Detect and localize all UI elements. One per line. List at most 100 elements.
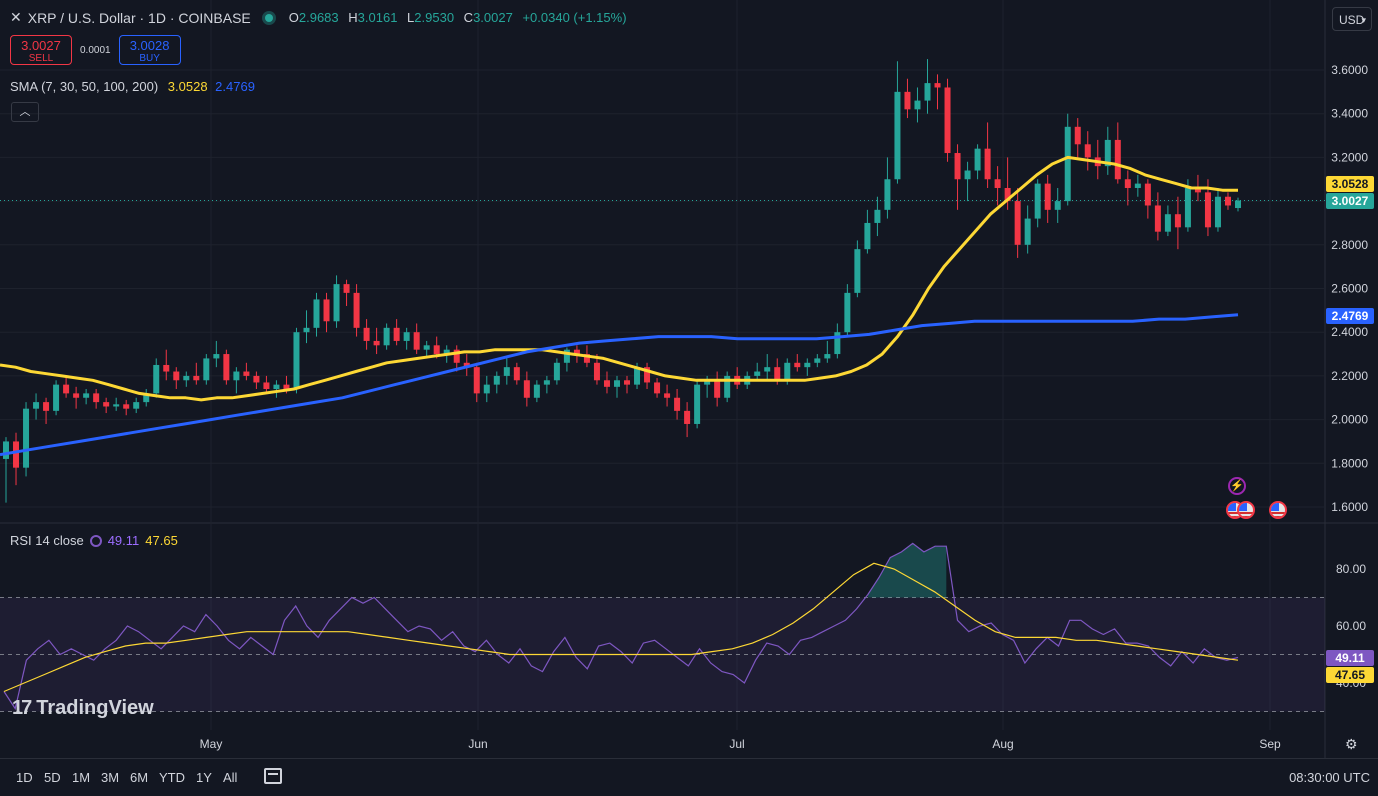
sma-line-yellow [0, 155, 1238, 402]
candle-body [473, 367, 480, 394]
candle-body [423, 345, 430, 350]
candle-body [1024, 218, 1031, 245]
ohlc-low-value: 2.9530 [414, 10, 455, 25]
candle-body [213, 354, 220, 359]
candle-body [1134, 183, 1141, 188]
timeframe-ytd[interactable]: YTD [159, 770, 185, 785]
candle-body [43, 402, 50, 411]
candle-body [674, 397, 681, 411]
clock[interactable]: 08:30:00 UTC [1289, 770, 1370, 785]
candle-body [1154, 205, 1161, 232]
candle-body [934, 83, 941, 88]
gear-icon[interactable]: ⚙ [1345, 736, 1358, 752]
rsi-overbought-fill [867, 543, 947, 598]
price-tick-label: 2.0000 [1331, 413, 1368, 427]
tradingview-logo-icon: 17 [12, 697, 32, 719]
candle-body [333, 284, 340, 322]
candle-body [233, 371, 240, 381]
candle-body [844, 292, 851, 333]
candle-body [794, 362, 801, 368]
price-tick-label: 2.8000 [1331, 238, 1368, 252]
rsi-label-value: 49.11 [1326, 650, 1374, 666]
ohlc-close-label: C [463, 10, 474, 25]
candle-body [1104, 139, 1111, 167]
currency-label: USD [1339, 13, 1365, 27]
ohlc-high-label: H [348, 10, 358, 25]
candle-body [684, 410, 691, 424]
price-change: +0.0340 (+1.15%) [522, 10, 627, 25]
candle-body [253, 375, 260, 383]
candle-body [704, 380, 711, 385]
ohlc-open-label: O [288, 10, 299, 25]
candle-body [814, 358, 821, 363]
candle-body [53, 384, 60, 411]
candle-body [123, 404, 130, 409]
timeframe-1y[interactable]: 1Y [196, 770, 212, 785]
us-flag-icon[interactable] [1269, 501, 1287, 519]
candle-body [664, 393, 671, 398]
price-label-sma-yellow: 3.0528 [1326, 176, 1374, 192]
sma-legend[interactable]: SMA (7, 30, 50, 100, 200) 3.0528 2.4769 [10, 79, 255, 94]
sell-label: SELL [28, 53, 54, 64]
candle-body [543, 380, 550, 385]
candle-body [874, 209, 881, 223]
rsi-ma-line [3, 562, 1239, 693]
us-flag-icon[interactable] [1237, 501, 1255, 519]
candle-body [1194, 187, 1201, 193]
candle-body [834, 332, 841, 355]
buy-label: BUY [139, 53, 160, 64]
rsi-tick-label: 80.00 [1336, 562, 1366, 576]
timeframe-3m[interactable]: 3M [101, 770, 120, 785]
candle-body [63, 384, 70, 394]
symbol-header: ✕ XRP / U.S. Dollar · 1D · COINBASE O 2.9… [10, 9, 633, 26]
candle-body [413, 332, 420, 350]
candle-body [804, 362, 811, 368]
candle-body [463, 362, 470, 368]
collapse-legend-button[interactable]: ︿ [11, 102, 39, 122]
candle-body [613, 380, 620, 387]
lightning-icon[interactable]: ⚡ [1228, 477, 1246, 495]
candle-body [523, 380, 530, 398]
rsi-label-ma: 47.65 [1326, 667, 1374, 683]
close-icon[interactable]: ✕ [10, 9, 22, 25]
candle-body [263, 382, 270, 390]
candle-body [583, 354, 590, 363]
candle-body [103, 402, 110, 407]
currency-select[interactable]: USD ▾ [1332, 7, 1372, 31]
market-status-icon [264, 13, 273, 22]
candle-body [193, 375, 200, 381]
sma-legend-value-yellow: 3.0528 [167, 79, 208, 94]
time-tick-label: Aug [992, 737, 1013, 751]
timeframe-1d[interactable]: 1D [16, 770, 33, 785]
timeframe-1m[interactable]: 1M [72, 770, 91, 785]
buy-button[interactable]: 3.0028 BUY [118, 35, 181, 65]
sma-legend-value-blue: 2.4769 [215, 79, 255, 94]
symbol-title[interactable]: XRP / U.S. Dollar · 1D · COINBASE [27, 9, 251, 26]
candle-body [513, 367, 520, 381]
candle-body [1084, 144, 1091, 158]
price-tick-label: 3.4000 [1331, 107, 1368, 121]
ohlc-low-label: L [407, 10, 415, 25]
candle-body [714, 380, 721, 398]
sell-button[interactable]: 3.0027 SELL [10, 35, 72, 65]
timeframe-5d[interactable]: 5D [44, 770, 61, 785]
candle-body [503, 367, 510, 376]
spread-value: 0.0001 [80, 44, 111, 56]
candle-body [1235, 200, 1241, 209]
candle-body [453, 349, 460, 363]
candle-body [553, 362, 560, 381]
candle-body [954, 153, 961, 180]
timeframe-6m[interactable]: 6M [130, 770, 149, 785]
candle-body [764, 367, 771, 372]
candle-body [884, 179, 891, 210]
candle-body [373, 340, 380, 346]
price-tick-label: 2.2000 [1331, 369, 1368, 383]
candle-body [433, 345, 440, 355]
calendar-range-icon[interactable] [264, 768, 282, 784]
rsi-legend[interactable]: RSI 14 close 49.11 47.65 [10, 533, 178, 548]
price-label-sma-blue: 2.4769 [1326, 308, 1374, 324]
candle-body [323, 299, 330, 322]
brand-text: TradingView [36, 697, 154, 719]
timeframe-all[interactable]: All [223, 770, 238, 785]
